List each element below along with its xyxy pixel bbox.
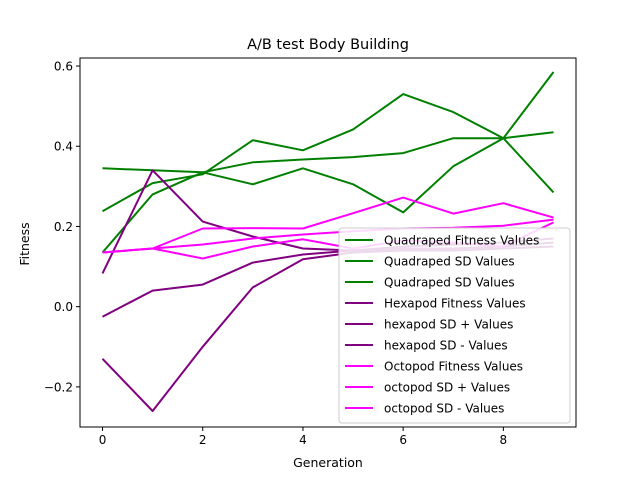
series-line-8 — [102, 218, 554, 254]
y-axis-label: Fitness — [17, 222, 32, 265]
x-axis-ticks: 0 2 4 6 8 — [99, 427, 507, 447]
legend-box — [338, 227, 571, 424]
series-layer — [101, 71, 555, 412]
y-tick-label: 0.0 — [54, 300, 73, 314]
legend-label: hexapod SD + Values — [384, 318, 513, 332]
y-tick-label: 0.2 — [54, 220, 73, 234]
chart-title: A/B test Body Building — [247, 37, 409, 53]
legend: Quadraped Fitness Values Quadraped SD Val… — [338, 227, 571, 424]
legend-label: Quadraped Fitness Values — [384, 234, 539, 248]
plot-frame — [79, 57, 577, 428]
series-line-0 — [102, 137, 555, 214]
legend-label: octopod SD - Values — [384, 402, 504, 416]
legend-label: Hexapod Fitness Values — [384, 297, 526, 311]
legend-label: Quadraped SD Values — [384, 255, 515, 269]
x-tick-label: 8 — [500, 433, 508, 447]
y-tick-label: −0.2 — [44, 380, 73, 394]
legend-label: octopod SD + Values — [384, 381, 510, 395]
x-tick-label: 2 — [199, 433, 207, 447]
x-tick-label: 4 — [299, 433, 307, 447]
x-tick-label: 6 — [399, 433, 407, 447]
legend-label: Quadraped SD Values — [384, 276, 515, 290]
legend-label: hexapod SD - Values — [384, 339, 508, 353]
legend-label: Octopod Fitness Values — [384, 360, 523, 374]
y-tick-label: 0.4 — [54, 140, 73, 154]
y-tick-label: 0.6 — [54, 60, 73, 74]
y-axis-ticks: −0.2 0.0 0.2 0.4 0.6 — [44, 60, 80, 394]
series-line-2 — [101, 131, 554, 254]
x-axis-label: Generation — [293, 455, 363, 470]
series-line-7 — [102, 196, 554, 254]
series-line-1 — [102, 71, 555, 213]
x-tick-label: 0 — [99, 433, 107, 447]
